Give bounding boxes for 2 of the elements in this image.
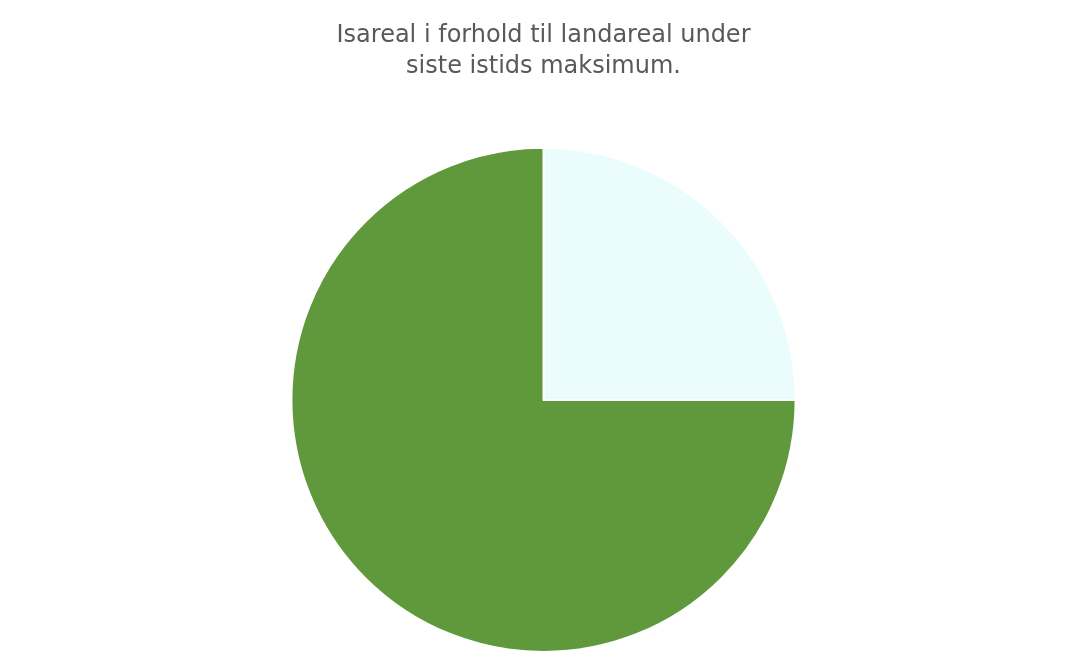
pie-slice [290,146,797,653]
chart-title: Isareal i forhold til landareal under siste istids maksimum. [336,20,751,80]
